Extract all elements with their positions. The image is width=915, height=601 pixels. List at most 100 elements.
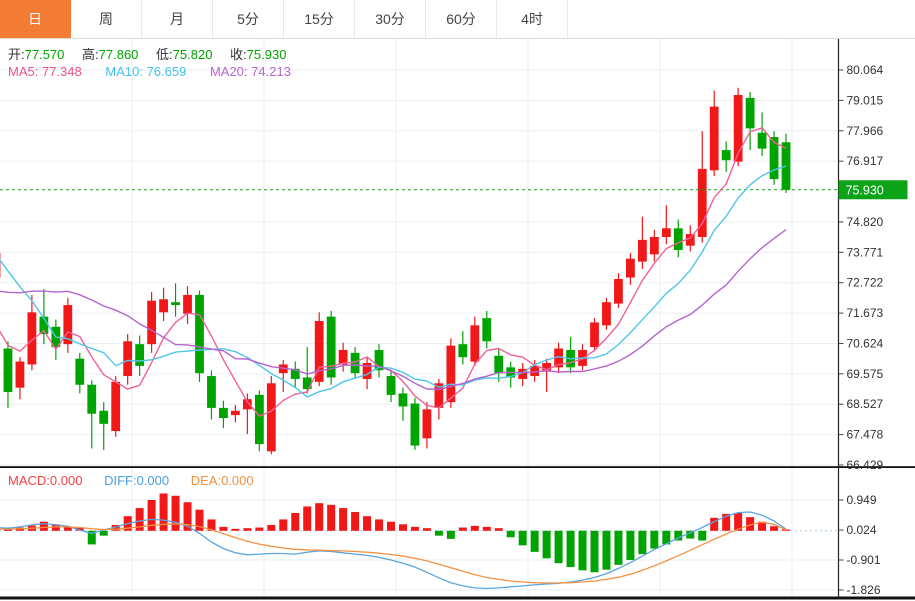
macd-bar — [410, 526, 419, 531]
tab-30min[interactable]: 30分 — [355, 0, 426, 38]
macd-bar — [231, 528, 240, 531]
dea-line — [0, 521, 787, 584]
macd-bar — [686, 530, 695, 539]
macd-bar — [434, 530, 443, 536]
candle-body — [649, 236, 659, 255]
candle-body — [350, 352, 360, 374]
price-axis-tick: 79.015 — [847, 93, 884, 107]
tab-5min[interactable]: 5分 — [213, 0, 284, 38]
macd-axis-tick: -0.901 — [847, 553, 881, 567]
macd-bar — [734, 512, 743, 531]
macd-bar — [518, 530, 527, 546]
candle-body — [266, 383, 276, 452]
open-value: 77.570 — [24, 47, 65, 62]
panel-separator — [0, 466, 915, 468]
macd-bar — [75, 527, 84, 531]
candle-body — [446, 345, 456, 403]
macd-bar — [710, 517, 719, 531]
open-label: 开: — [8, 47, 25, 62]
macd-bar — [363, 516, 372, 531]
candle-body — [410, 403, 420, 446]
macd-bar — [650, 530, 659, 549]
candle-body — [721, 150, 731, 161]
macd-bar — [315, 503, 324, 531]
candle-body — [470, 325, 480, 362]
tab-15min-label: 15分 — [304, 11, 334, 27]
close-label: 收: — [230, 47, 247, 62]
macd-bar — [554, 530, 563, 564]
candle-body — [99, 410, 109, 424]
price-axis-tick: 80.064 — [847, 63, 884, 77]
macd-bar — [722, 513, 731, 531]
candle-body — [434, 383, 444, 408]
tab-day-label: 日 — [28, 11, 42, 27]
tab-week[interactable]: 周 — [71, 0, 142, 38]
ma10-legend: MA10: 76.659 — [105, 64, 187, 79]
macd-bar — [171, 495, 180, 531]
tab-day[interactable]: 日 — [0, 0, 71, 38]
macd-bar — [327, 504, 336, 531]
high-label: 高: — [82, 47, 99, 62]
macd-bar — [398, 524, 407, 531]
tab-15min[interactable]: 15分 — [284, 0, 355, 38]
candle-body — [75, 358, 85, 385]
macd-bar — [255, 527, 264, 531]
macd-value-legend: MACD:0.000 — [8, 473, 83, 488]
macd-bar — [291, 512, 300, 531]
price-axis-tick: 69.575 — [847, 367, 884, 381]
candle-body — [314, 320, 324, 382]
macd-bar — [147, 499, 156, 531]
candle-body — [494, 355, 504, 374]
price-axis-tick: 66.429 — [847, 458, 884, 472]
candle-body — [398, 393, 408, 407]
ma-legend: MA5: 77.348 MA10: 76.659 MA20: 74.213 — [8, 64, 291, 79]
tab-4hour-label: 4时 — [521, 11, 543, 27]
macd-bar — [339, 508, 348, 531]
candle-body — [422, 409, 432, 439]
candle-body — [745, 97, 755, 129]
candle-body — [518, 368, 528, 379]
macd-bar — [506, 530, 515, 538]
candle-body — [781, 142, 791, 190]
tab-month[interactable]: 月 — [142, 0, 213, 38]
macd-bar — [770, 526, 779, 531]
candle-body — [458, 344, 468, 358]
candle-body — [637, 239, 647, 262]
candle-body — [326, 316, 336, 378]
macd-bar — [566, 530, 575, 568]
candle-body — [482, 318, 492, 342]
macd-bar — [758, 521, 767, 531]
candle-body — [362, 363, 372, 379]
macd-bar — [614, 530, 623, 565]
tab-5min-label: 5分 — [237, 11, 259, 27]
candle-body — [15, 361, 25, 388]
macd-bar — [135, 508, 144, 531]
low-label: 低: — [156, 47, 173, 62]
ma5-line — [0, 126, 787, 417]
macd-bar — [219, 526, 228, 531]
macd-bar — [482, 526, 491, 531]
macd-bar — [578, 530, 587, 571]
tab-60min[interactable]: 60分 — [426, 0, 497, 38]
candle-body — [135, 344, 145, 366]
macd-bar — [590, 530, 599, 573]
macd-axis-tick: -1.826 — [847, 583, 881, 597]
macd-bar — [458, 527, 467, 531]
candle-body — [231, 410, 240, 416]
candle-body — [554, 348, 563, 368]
macd-bar — [243, 528, 252, 531]
macd-bar — [698, 530, 707, 541]
tab-4hour[interactable]: 4时 — [497, 0, 568, 38]
macd-bar — [626, 530, 635, 560]
macd-axis-tick: 0.949 — [847, 493, 877, 507]
macd-bar — [279, 519, 288, 531]
macd-bar — [303, 506, 312, 531]
macd-bar — [195, 509, 204, 531]
candle-body — [254, 394, 264, 445]
tab-30min-label: 30分 — [375, 11, 405, 27]
macd-bar — [111, 524, 120, 531]
candle-body — [111, 381, 121, 432]
candle-body — [195, 294, 204, 374]
